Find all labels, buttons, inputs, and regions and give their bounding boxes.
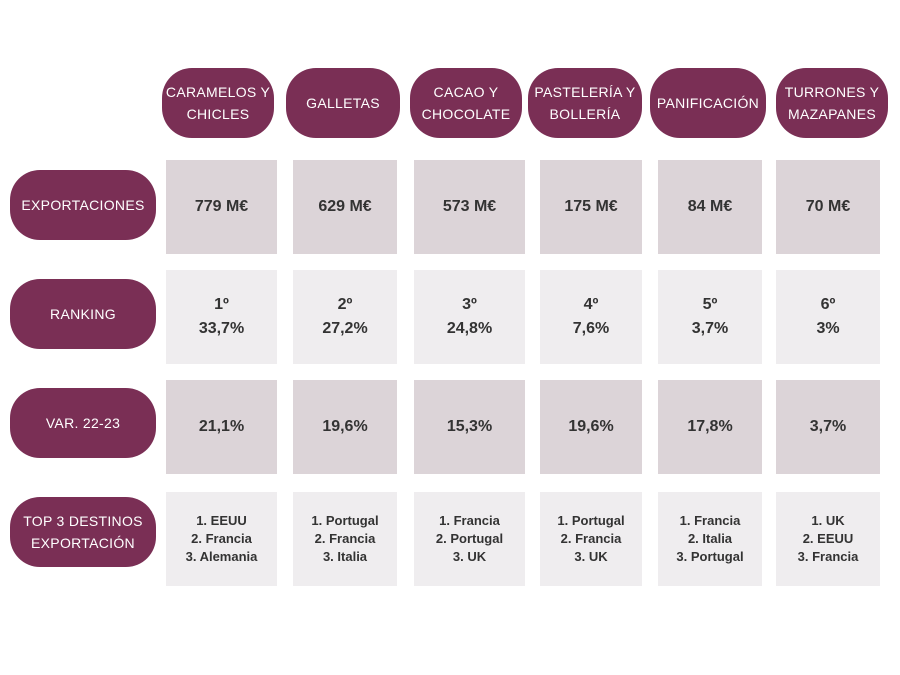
cell-exportaciones-galletas: 629 M€	[293, 160, 397, 254]
cell-ranking-galletas: 2º 27,2%	[293, 270, 397, 364]
column-header-galletas: GALLETAS	[286, 68, 400, 138]
cell-ranking-turrones: 6º 3%	[776, 270, 880, 364]
row-header-variacion: VAR. 22-23	[10, 388, 156, 458]
cell-exportaciones-panificacion: 84 M€	[658, 160, 762, 254]
cell-variacion-pasteleria: 19,6%	[540, 380, 642, 474]
cell-exportaciones-turrones: 70 M€	[776, 160, 880, 254]
cell-exportaciones-pasteleria: 175 M€	[540, 160, 642, 254]
cell-variacion-cacao: 15,3%	[414, 380, 525, 474]
row-header-ranking: RANKING	[10, 279, 156, 349]
cell-destinos-pasteleria: 1. Portugal 2. Francia 3. UK	[540, 492, 642, 586]
column-header-cacao: CACAO Y CHOCOLATE	[410, 68, 522, 138]
column-header-pasteleria: PASTELERÍA Y BOLLERÍA	[528, 68, 642, 138]
cell-variacion-galletas: 19,6%	[293, 380, 397, 474]
cell-destinos-caramelos: 1. EEUU 2. Francia 3. Alemania	[166, 492, 277, 586]
cell-variacion-caramelos: 21,1%	[166, 380, 277, 474]
cell-ranking-pasteleria: 4º 7,6%	[540, 270, 642, 364]
cell-destinos-turrones: 1. UK 2. EEUU 3. Francia	[776, 492, 880, 586]
cell-destinos-panificacion: 1. Francia 2. Italia 3. Portugal	[658, 492, 762, 586]
row-header-destinos: TOP 3 DESTINOS EXPORTACIÓN	[10, 497, 156, 567]
cell-ranking-panificacion: 5º 3,7%	[658, 270, 762, 364]
column-header-turrones: TURRONES Y MAZAPANES	[776, 68, 888, 138]
cell-ranking-caramelos: 1º 33,7%	[166, 270, 277, 364]
cell-destinos-galletas: 1. Portugal 2. Francia 3. Italia	[293, 492, 397, 586]
column-header-caramelos: CARAMELOS Y CHICLES	[162, 68, 274, 138]
row-header-exportaciones: EXPORTACIONES	[10, 170, 156, 240]
cell-ranking-cacao: 3º 24,8%	[414, 270, 525, 364]
cell-variacion-turrones: 3,7%	[776, 380, 880, 474]
cell-exportaciones-caramelos: 779 M€	[166, 160, 277, 254]
cell-destinos-cacao: 1. Francia 2. Portugal 3. UK	[414, 492, 525, 586]
cell-exportaciones-cacao: 573 M€	[414, 160, 525, 254]
cell-variacion-panificacion: 17,8%	[658, 380, 762, 474]
column-header-panificacion: PANIFICACIÓN	[650, 68, 766, 138]
